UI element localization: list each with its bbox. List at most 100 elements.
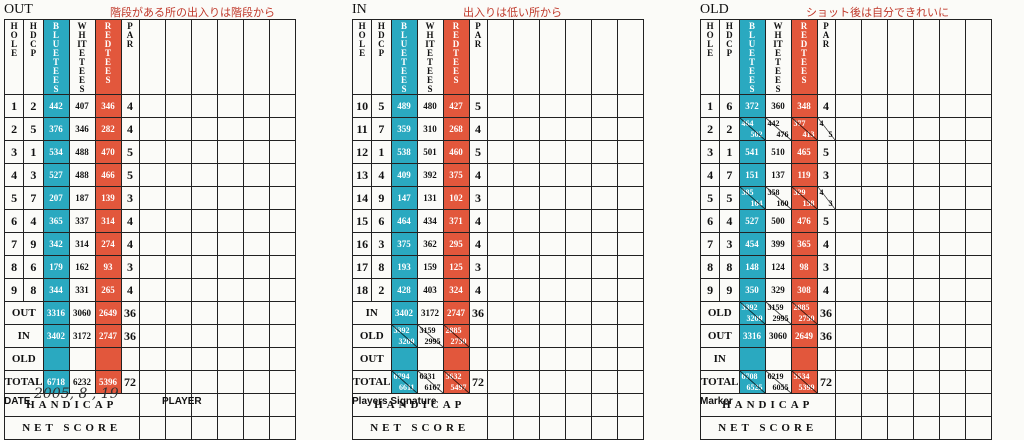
score-entry-cell[interactable] — [242, 163, 270, 187]
score-entry-cell[interactable] — [616, 393, 644, 417]
score-entry-cell[interactable] — [938, 140, 966, 164]
score-entry-cell[interactable] — [964, 301, 992, 325]
score-entry-cell[interactable] — [912, 324, 940, 348]
score-entry-cell[interactable] — [834, 186, 862, 210]
score-entry-cell[interactable] — [834, 19, 862, 95]
score-entry-cell[interactable] — [616, 209, 644, 233]
score-entry-cell[interactable] — [590, 94, 618, 118]
score-entry-cell[interactable] — [564, 255, 592, 279]
score-entry-cell[interactable] — [590, 186, 618, 210]
score-entry-cell[interactable] — [590, 232, 618, 256]
score-entry-cell[interactable] — [164, 186, 192, 210]
score-entry-cell[interactable] — [216, 94, 244, 118]
score-entry-cell[interactable] — [512, 255, 540, 279]
score-entry-cell[interactable] — [564, 186, 592, 210]
score-entry-cell[interactable] — [164, 347, 192, 371]
score-entry-cell[interactable] — [216, 416, 244, 440]
score-entry-cell[interactable] — [616, 278, 644, 302]
score-entry-cell[interactable] — [538, 301, 566, 325]
score-entry-cell[interactable] — [242, 19, 270, 95]
score-entry-cell[interactable] — [590, 347, 618, 371]
score-entry-cell[interactable] — [964, 117, 992, 141]
score-entry-cell[interactable] — [486, 347, 514, 371]
score-entry-cell[interactable] — [938, 393, 966, 417]
score-entry-cell[interactable] — [886, 255, 914, 279]
score-entry-cell[interactable] — [912, 209, 940, 233]
score-entry-cell[interactable] — [538, 209, 566, 233]
score-entry-cell[interactable] — [190, 393, 218, 417]
score-entry-cell[interactable] — [616, 347, 644, 371]
score-entry-cell[interactable] — [834, 232, 862, 256]
score-entry-cell[interactable] — [964, 19, 992, 95]
score-entry-cell[interactable] — [164, 209, 192, 233]
score-entry-cell[interactable] — [938, 278, 966, 302]
score-entry-cell[interactable] — [190, 324, 218, 348]
score-entry-cell[interactable] — [912, 393, 940, 417]
score-entry-cell[interactable] — [164, 94, 192, 118]
score-entry-cell[interactable] — [190, 140, 218, 164]
score-entry-cell[interactable] — [268, 278, 296, 302]
score-entry-cell[interactable] — [486, 324, 514, 348]
score-entry-cell[interactable] — [242, 301, 270, 325]
score-entry-cell[interactable] — [912, 94, 940, 118]
score-entry-cell[interactable] — [938, 209, 966, 233]
score-entry-cell[interactable] — [268, 232, 296, 256]
score-entry-cell[interactable] — [138, 186, 166, 210]
score-entry-cell[interactable] — [564, 370, 592, 394]
score-entry-cell[interactable] — [834, 393, 862, 417]
score-entry-cell[interactable] — [886, 140, 914, 164]
score-entry-cell[interactable] — [590, 278, 618, 302]
score-entry-cell[interactable] — [138, 19, 166, 95]
score-entry-cell[interactable] — [964, 186, 992, 210]
score-entry-cell[interactable] — [590, 255, 618, 279]
score-entry-cell[interactable] — [268, 255, 296, 279]
score-entry-cell[interactable] — [486, 255, 514, 279]
score-entry-cell[interactable] — [860, 393, 888, 417]
score-entry-cell[interactable] — [486, 232, 514, 256]
score-entry-cell[interactable] — [616, 94, 644, 118]
score-entry-cell[interactable] — [538, 163, 566, 187]
score-entry-cell[interactable] — [912, 232, 940, 256]
score-entry-cell[interactable] — [190, 117, 218, 141]
score-entry-cell[interactable] — [486, 301, 514, 325]
score-entry-cell[interactable] — [616, 324, 644, 348]
score-entry-cell[interactable] — [268, 393, 296, 417]
score-entry-cell[interactable] — [616, 186, 644, 210]
score-entry-cell[interactable] — [512, 301, 540, 325]
score-entry-cell[interactable] — [268, 186, 296, 210]
score-entry-cell[interactable] — [268, 117, 296, 141]
score-entry-cell[interactable] — [964, 140, 992, 164]
score-entry-cell[interactable] — [912, 163, 940, 187]
score-entry-cell[interactable] — [164, 255, 192, 279]
score-entry-cell[interactable] — [590, 117, 618, 141]
score-entry-cell[interactable] — [512, 370, 540, 394]
score-entry-cell[interactable] — [216, 301, 244, 325]
score-entry-cell[interactable] — [242, 94, 270, 118]
score-entry-cell[interactable] — [938, 347, 966, 371]
score-entry-cell[interactable] — [912, 278, 940, 302]
score-entry-cell[interactable] — [268, 209, 296, 233]
score-entry-cell[interactable] — [964, 163, 992, 187]
score-entry-cell[interactable] — [138, 209, 166, 233]
score-entry-cell[interactable] — [860, 117, 888, 141]
score-entry-cell[interactable] — [964, 393, 992, 417]
score-entry-cell[interactable] — [938, 370, 966, 394]
score-entry-cell[interactable] — [886, 117, 914, 141]
score-entry-cell[interactable] — [564, 278, 592, 302]
score-entry-cell[interactable] — [834, 278, 862, 302]
score-entry-cell[interactable] — [216, 186, 244, 210]
score-entry-cell[interactable] — [164, 163, 192, 187]
score-entry-cell[interactable] — [834, 347, 862, 371]
score-entry-cell[interactable] — [216, 370, 244, 394]
score-entry-cell[interactable] — [190, 278, 218, 302]
score-entry-cell[interactable] — [242, 232, 270, 256]
score-entry-cell[interactable] — [242, 278, 270, 302]
score-entry-cell[interactable] — [164, 324, 192, 348]
score-entry-cell[interactable] — [590, 393, 618, 417]
score-entry-cell[interactable] — [486, 163, 514, 187]
score-entry-cell[interactable] — [242, 255, 270, 279]
score-entry-cell[interactable] — [834, 324, 862, 348]
score-entry-cell[interactable] — [886, 232, 914, 256]
score-entry-cell[interactable] — [964, 232, 992, 256]
score-entry-cell[interactable] — [164, 19, 192, 95]
